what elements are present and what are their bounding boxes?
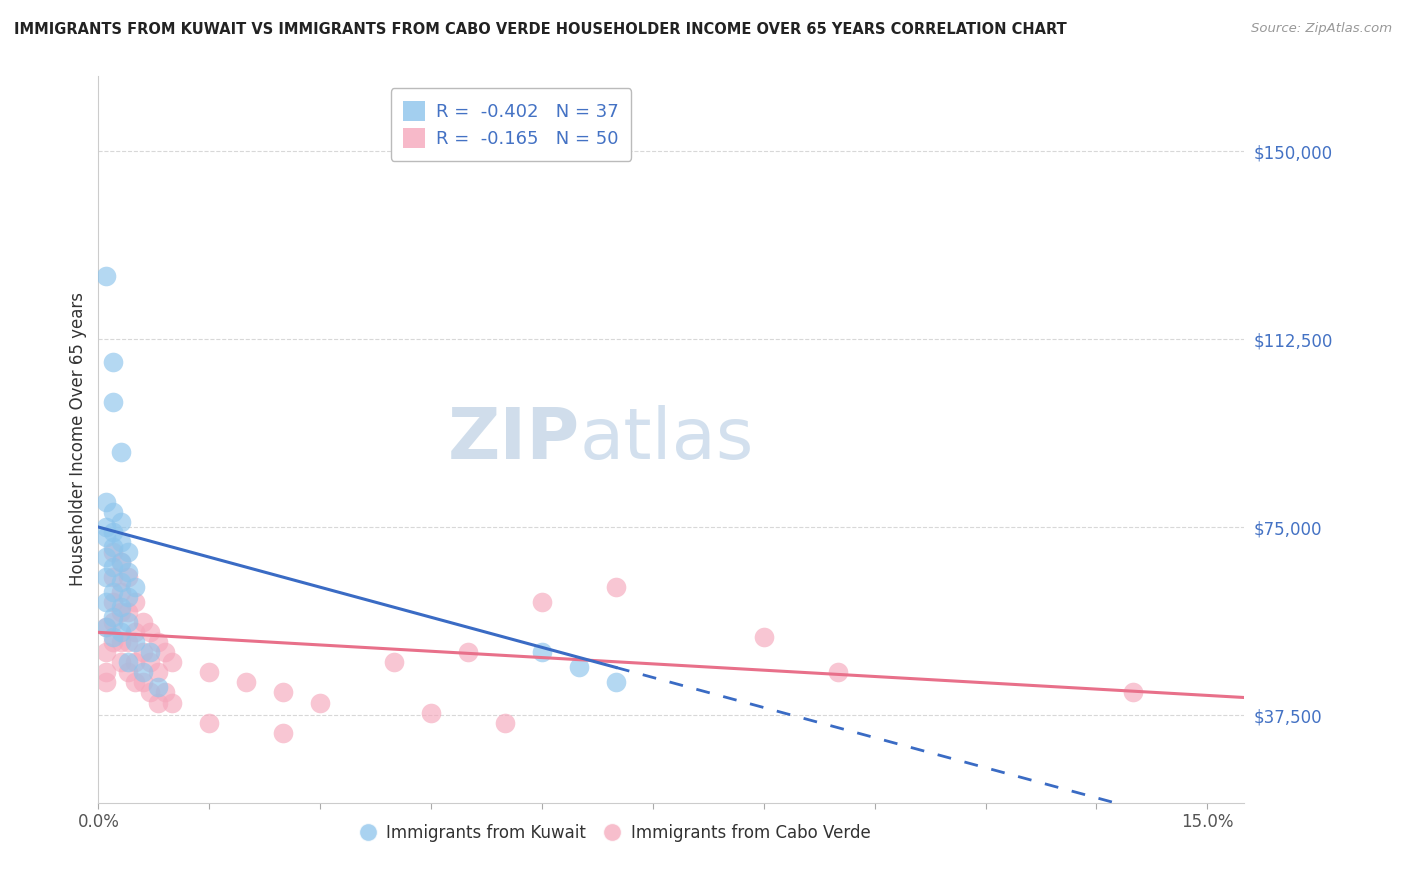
Immigrants from Kuwait [103, 354, 125, 368]
Immigrants from Cabo Verde [309, 696, 332, 710]
Immigrants from Cabo Verde [103, 545, 125, 559]
Text: IMMIGRANTS FROM KUWAIT VS IMMIGRANTS FROM CABO VERDE HOUSEHOLDER INCOME OVER 65 : IMMIGRANTS FROM KUWAIT VS IMMIGRANTS FRO… [14, 22, 1067, 37]
Immigrants from Kuwait [530, 645, 553, 659]
Immigrants from Cabo Verde [110, 555, 132, 569]
Immigrants from Cabo Verde [103, 595, 125, 609]
Immigrants from Cabo Verde [382, 656, 405, 670]
Immigrants from Cabo Verde [420, 706, 443, 720]
Immigrants from Cabo Verde [124, 656, 146, 670]
Immigrants from Cabo Verde [132, 675, 155, 690]
Immigrants from Kuwait [110, 555, 132, 569]
Immigrants from Kuwait [117, 565, 139, 579]
Immigrants from Cabo Verde [124, 595, 146, 609]
Immigrants from Kuwait [124, 580, 146, 594]
Immigrants from Cabo Verde [139, 625, 162, 640]
Immigrants from Kuwait [605, 675, 627, 690]
Immigrants from Cabo Verde [132, 645, 155, 659]
Immigrants from Cabo Verde [117, 605, 139, 619]
Immigrants from Cabo Verde [198, 715, 221, 730]
Immigrants from Kuwait [103, 610, 125, 624]
Immigrants from Kuwait [103, 585, 125, 599]
Immigrants from Cabo Verde [94, 675, 117, 690]
Immigrants from Cabo Verde [124, 675, 146, 690]
Immigrants from Kuwait [103, 540, 125, 554]
Legend: Immigrants from Kuwait, Immigrants from Cabo Verde: Immigrants from Kuwait, Immigrants from … [352, 818, 877, 849]
Immigrants from Cabo Verde [146, 635, 169, 649]
Immigrants from Kuwait [94, 269, 117, 284]
Immigrants from Cabo Verde [162, 656, 184, 670]
Immigrants from Cabo Verde [94, 665, 117, 680]
Immigrants from Cabo Verde [132, 615, 155, 630]
Text: atlas: atlas [579, 405, 754, 474]
Immigrants from Kuwait [110, 445, 132, 459]
Immigrants from Kuwait [117, 545, 139, 559]
Immigrants from Cabo Verde [153, 685, 176, 699]
Immigrants from Cabo Verde [117, 570, 139, 584]
Immigrants from Cabo Verde [162, 696, 184, 710]
Immigrants from Kuwait [117, 615, 139, 630]
Immigrants from Cabo Verde [146, 696, 169, 710]
Immigrants from Cabo Verde [494, 715, 516, 730]
Immigrants from Kuwait [146, 681, 169, 695]
Immigrants from Kuwait [110, 535, 132, 549]
Immigrants from Kuwait [110, 575, 132, 590]
Immigrants from Cabo Verde [827, 665, 849, 680]
Immigrants from Cabo Verde [117, 635, 139, 649]
Immigrants from Cabo Verde [110, 605, 132, 619]
Immigrants from Cabo Verde [103, 570, 125, 584]
Immigrants from Cabo Verde [124, 625, 146, 640]
Immigrants from Cabo Verde [605, 580, 627, 594]
Immigrants from Kuwait [110, 600, 132, 615]
Immigrants from Kuwait [103, 505, 125, 519]
Immigrants from Kuwait [568, 660, 591, 674]
Immigrants from Cabo Verde [110, 635, 132, 649]
Immigrants from Cabo Verde [103, 635, 125, 649]
Immigrants from Cabo Verde [752, 631, 775, 645]
Immigrants from Kuwait [110, 515, 132, 529]
Immigrants from Cabo Verde [146, 665, 169, 680]
Immigrants from Kuwait [94, 495, 117, 509]
Immigrants from Cabo Verde [271, 685, 294, 699]
Immigrants from Kuwait [94, 530, 117, 544]
Immigrants from Cabo Verde [110, 585, 132, 599]
Immigrants from Kuwait [103, 560, 125, 574]
Immigrants from Cabo Verde [94, 620, 117, 634]
Y-axis label: Householder Income Over 65 years: Householder Income Over 65 years [69, 293, 87, 586]
Immigrants from Kuwait [94, 620, 117, 634]
Immigrants from Cabo Verde [110, 656, 132, 670]
Immigrants from Cabo Verde [235, 675, 257, 690]
Immigrants from Kuwait [94, 570, 117, 584]
Immigrants from Cabo Verde [457, 645, 479, 659]
Immigrants from Kuwait [103, 631, 125, 645]
Immigrants from Kuwait [94, 520, 117, 534]
Immigrants from Kuwait [94, 550, 117, 565]
Text: Source: ZipAtlas.com: Source: ZipAtlas.com [1251, 22, 1392, 36]
Immigrants from Cabo Verde [198, 665, 221, 680]
Immigrants from Kuwait [94, 595, 117, 609]
Immigrants from Cabo Verde [117, 665, 139, 680]
Immigrants from Cabo Verde [271, 725, 294, 739]
Immigrants from Kuwait [103, 394, 125, 409]
Immigrants from Kuwait [103, 524, 125, 539]
Immigrants from Cabo Verde [153, 645, 176, 659]
Immigrants from Cabo Verde [139, 685, 162, 699]
Immigrants from Kuwait [110, 625, 132, 640]
Immigrants from Cabo Verde [103, 615, 125, 630]
Immigrants from Kuwait [117, 591, 139, 605]
Text: ZIP: ZIP [447, 405, 579, 474]
Immigrants from Kuwait [124, 635, 146, 649]
Immigrants from Kuwait [117, 656, 139, 670]
Immigrants from Cabo Verde [530, 595, 553, 609]
Immigrants from Cabo Verde [1122, 685, 1144, 699]
Immigrants from Kuwait [139, 645, 162, 659]
Immigrants from Cabo Verde [139, 656, 162, 670]
Immigrants from Kuwait [132, 665, 155, 680]
Immigrants from Cabo Verde [94, 645, 117, 659]
